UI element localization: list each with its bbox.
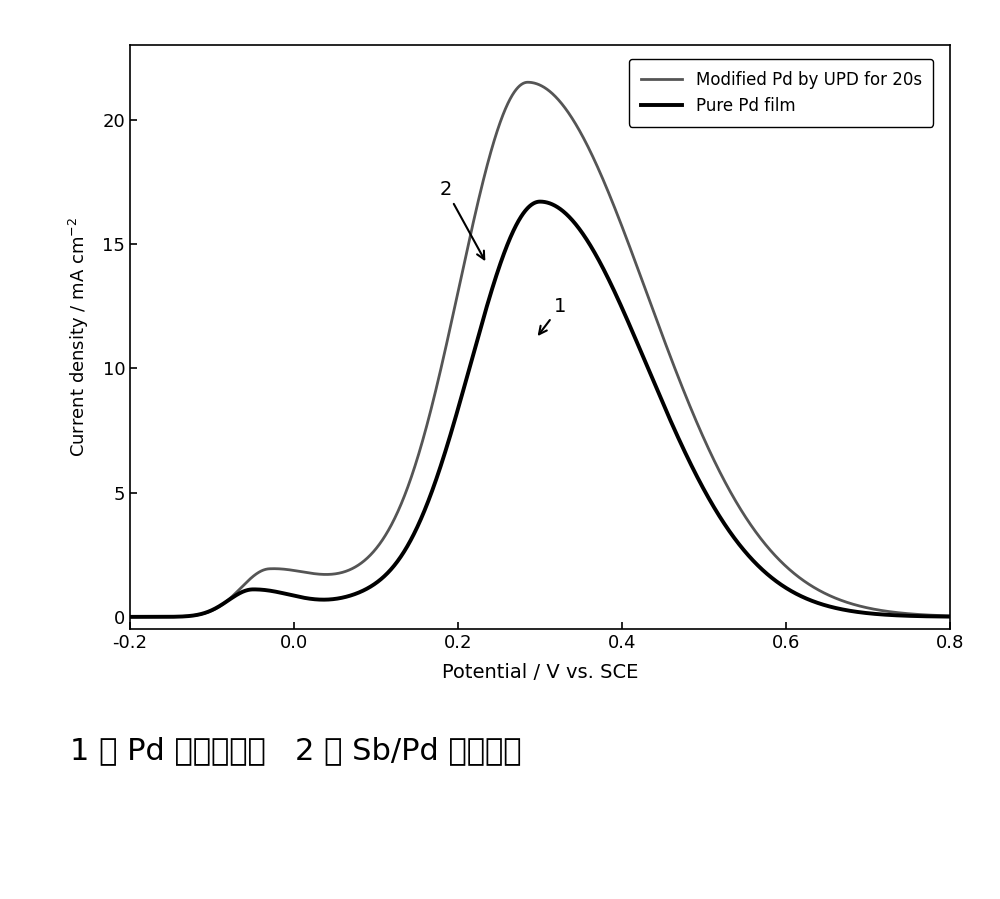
- Pure Pd film: [534, 196, 546, 207]
- Pure Pd film: [124, 611, 136, 622]
- Pure Pd film: [928, 611, 940, 622]
- Pure Pd film: [218, 598, 230, 609]
- Text: 1 为 Pd 膜的曲线，   2 为 Sb/Pd 膜的曲线: 1 为 Pd 膜的曲线， 2 为 Sb/Pd 膜的曲线: [70, 736, 522, 765]
- Pure Pd film: [438, 449, 450, 459]
- Text: 2: 2: [440, 180, 484, 259]
- Modified Pd by UPD for 20s: [840, 597, 852, 608]
- Modified Pd by UPD for 20s: [266, 564, 278, 574]
- Line: Modified Pd by UPD for 20s: Modified Pd by UPD for 20s: [130, 82, 950, 617]
- Y-axis label: Current density / mA cm$^{-2}$: Current density / mA cm$^{-2}$: [67, 218, 91, 457]
- Pure Pd film: [944, 611, 956, 622]
- Pure Pd film: [474, 325, 486, 335]
- Modified Pd by UPD for 20s: [218, 599, 230, 610]
- Line: Pure Pd film: Pure Pd film: [130, 201, 950, 617]
- Modified Pd by UPD for 20s: [944, 610, 956, 621]
- Text: 1: 1: [539, 297, 567, 334]
- Modified Pd by UPD for 20s: [438, 348, 450, 359]
- Legend: Modified Pd by UPD for 20s, Pure Pd film: Modified Pd by UPD for 20s, Pure Pd film: [629, 59, 933, 127]
- Modified Pd by UPD for 20s: [124, 611, 136, 622]
- Modified Pd by UPD for 20s: [928, 610, 940, 620]
- Modified Pd by UPD for 20s: [522, 76, 534, 87]
- Modified Pd by UPD for 20s: [474, 189, 486, 200]
- Pure Pd film: [840, 605, 852, 616]
- Pure Pd film: [266, 585, 278, 596]
- X-axis label: Potential / V vs. SCE: Potential / V vs. SCE: [442, 663, 638, 682]
